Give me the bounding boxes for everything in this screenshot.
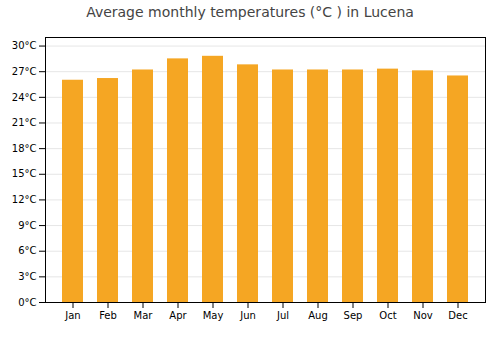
svg-text:Mar: Mar xyxy=(134,310,154,321)
svg-text:Apr: Apr xyxy=(169,310,187,321)
svg-text:Jan: Jan xyxy=(64,310,80,321)
svg-text:Nov: Nov xyxy=(413,310,433,321)
svg-text:Feb: Feb xyxy=(99,310,117,321)
svg-text:0°C: 0°C xyxy=(18,297,36,308)
svg-text:3°C: 3°C xyxy=(18,271,36,282)
svg-text:30°C: 30°C xyxy=(12,40,37,51)
html-text:Average monthly temperatures (: Average monthly temperatures (°C ) in Lu… xyxy=(86,4,414,20)
svg-text:24°C: 24°C xyxy=(12,92,37,103)
svg-text:Jul: Jul xyxy=(276,310,289,321)
svg-text:27°C: 27°C xyxy=(12,66,37,77)
svg-text:15°C: 15°C xyxy=(12,168,37,179)
svg-text:Sep: Sep xyxy=(344,310,363,321)
svg-text:Jun: Jun xyxy=(239,310,256,321)
svg-text:18°C: 18°C xyxy=(12,143,37,154)
svg-text:12°C: 12°C xyxy=(12,194,37,205)
svg-text:Oct: Oct xyxy=(379,310,396,321)
svg-text:21°C: 21°C xyxy=(12,117,37,128)
svg-text:May: May xyxy=(203,310,224,321)
svg-text:6°C: 6°C xyxy=(18,245,36,256)
svg-text:Dec: Dec xyxy=(448,310,467,321)
svg-text:Aug: Aug xyxy=(308,310,328,321)
svg-text:9°C: 9°C xyxy=(18,220,36,231)
